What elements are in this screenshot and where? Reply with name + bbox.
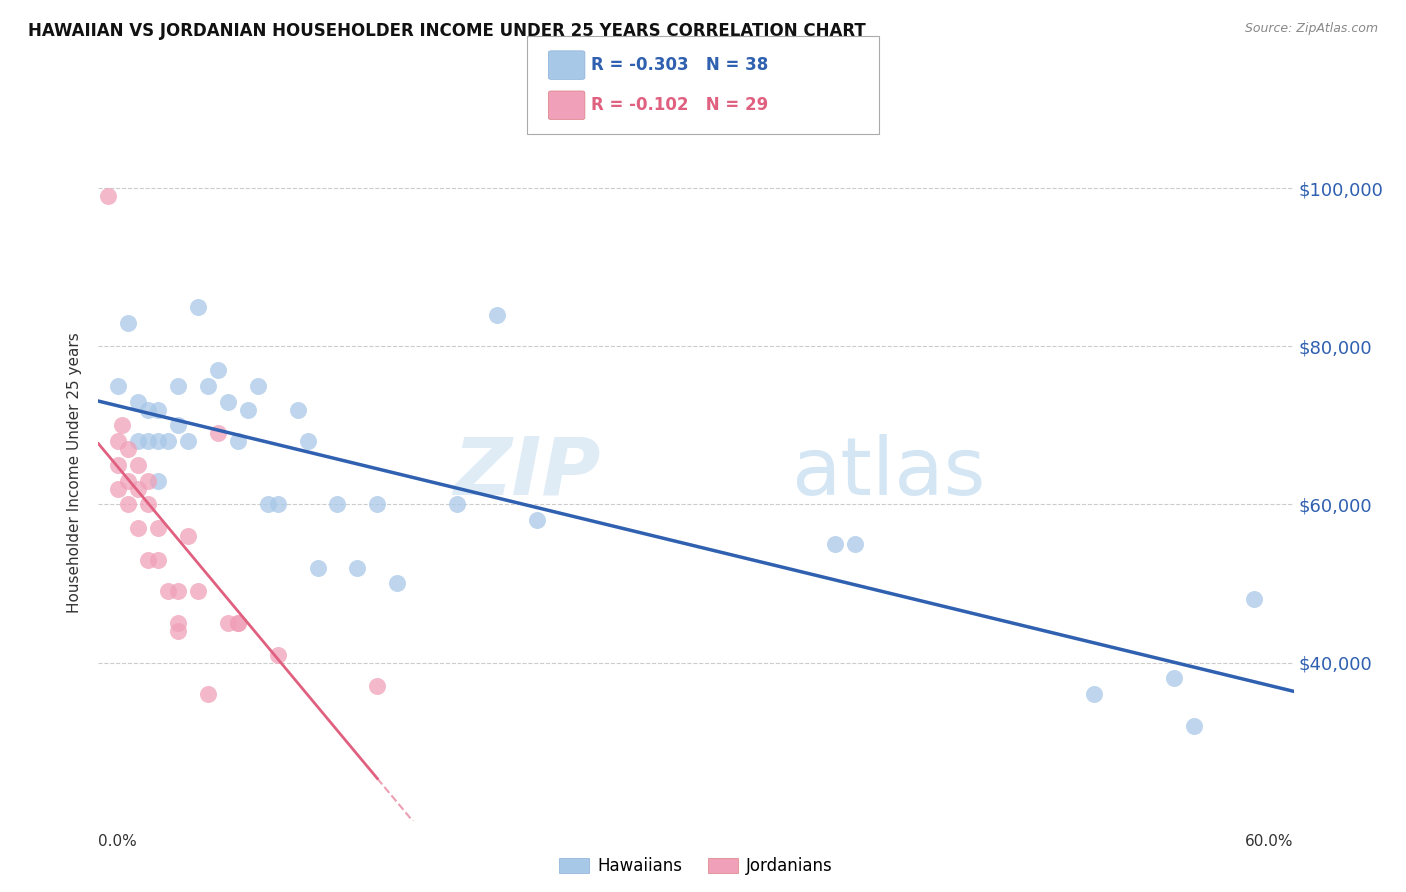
Point — [366, 679, 388, 693]
Point — [485, 308, 508, 322]
Point — [326, 497, 349, 511]
Point — [246, 379, 269, 393]
Text: ZIP: ZIP — [453, 434, 600, 512]
Point — [844, 537, 866, 551]
Point — [1163, 671, 1185, 685]
Point — [136, 553, 159, 567]
Point — [526, 513, 548, 527]
Point — [157, 434, 180, 449]
Text: HAWAIIAN VS JORDANIAN HOUSEHOLDER INCOME UNDER 25 YEARS CORRELATION CHART: HAWAIIAN VS JORDANIAN HOUSEHOLDER INCOME… — [28, 22, 866, 40]
Point — [136, 402, 159, 417]
Text: 0.0%: 0.0% — [98, 834, 138, 849]
Point — [127, 394, 149, 409]
Text: R = -0.303   N = 38: R = -0.303 N = 38 — [591, 56, 768, 74]
Point — [148, 521, 170, 535]
Point — [136, 474, 159, 488]
Point — [1083, 687, 1105, 701]
Point — [136, 434, 159, 449]
Point — [187, 584, 209, 599]
Point — [256, 497, 278, 511]
Point — [197, 687, 219, 701]
Point — [167, 418, 190, 433]
Point — [107, 379, 129, 393]
Point — [824, 537, 846, 551]
Point — [385, 576, 409, 591]
Point — [197, 379, 219, 393]
Point — [127, 434, 149, 449]
Point — [117, 474, 139, 488]
Point — [366, 497, 388, 511]
Point — [187, 300, 209, 314]
Text: 60.0%: 60.0% — [1246, 834, 1294, 849]
Point — [177, 434, 200, 449]
Point — [148, 434, 170, 449]
Point — [217, 394, 239, 409]
Point — [117, 442, 139, 456]
Point — [226, 615, 249, 630]
Point — [217, 615, 239, 630]
Point — [167, 584, 190, 599]
Point — [148, 402, 170, 417]
Point — [107, 458, 129, 472]
Point — [307, 560, 329, 574]
Point — [287, 402, 309, 417]
Point — [267, 648, 290, 662]
Point — [167, 379, 190, 393]
Point — [107, 434, 129, 449]
Y-axis label: Householder Income Under 25 years: Householder Income Under 25 years — [67, 333, 83, 613]
Point — [117, 316, 139, 330]
Point — [148, 553, 170, 567]
Point — [1243, 592, 1265, 607]
Point — [177, 529, 200, 543]
Point — [446, 497, 468, 511]
Point — [1182, 719, 1205, 733]
Point — [127, 458, 149, 472]
Point — [297, 434, 319, 449]
Point — [127, 521, 149, 535]
Point — [167, 624, 190, 638]
Point — [97, 189, 120, 203]
Point — [107, 482, 129, 496]
Point — [207, 426, 229, 441]
Point — [207, 363, 229, 377]
Point — [136, 497, 159, 511]
Point — [111, 418, 134, 433]
Legend: Hawaiians, Jordanians: Hawaiians, Jordanians — [553, 851, 839, 882]
Point — [226, 615, 249, 630]
Point — [236, 402, 259, 417]
Text: atlas: atlas — [792, 434, 986, 512]
Point — [127, 482, 149, 496]
Point — [157, 584, 180, 599]
Point — [148, 474, 170, 488]
Point — [226, 434, 249, 449]
Point — [267, 497, 290, 511]
Text: R = -0.102   N = 29: R = -0.102 N = 29 — [591, 96, 768, 114]
Point — [167, 615, 190, 630]
Point — [346, 560, 368, 574]
Point — [117, 497, 139, 511]
Text: Source: ZipAtlas.com: Source: ZipAtlas.com — [1244, 22, 1378, 36]
